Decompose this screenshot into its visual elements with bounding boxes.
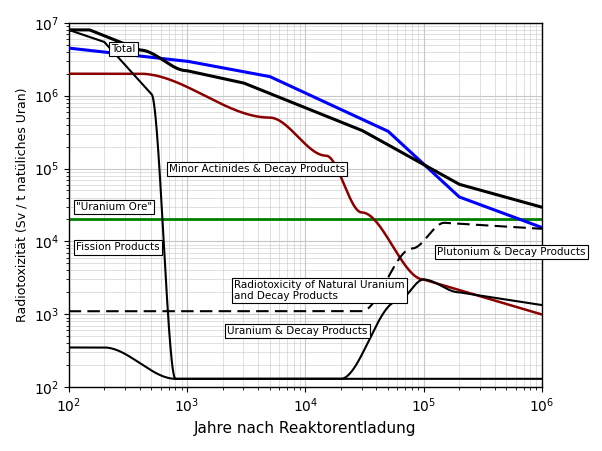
Text: Radiotoxicity of Natural Uranium
and Decay Products: Radiotoxicity of Natural Uranium and Dec… (234, 280, 405, 301)
Text: Plutonium & Decay Products: Plutonium & Decay Products (437, 247, 586, 257)
Text: Total: Total (111, 44, 136, 54)
X-axis label: Jahre nach Reaktorentladung: Jahre nach Reaktorentladung (194, 421, 417, 436)
Y-axis label: Radiotoxizität (Sv / t natüliches Uran): Radiotoxizität (Sv / t natüliches Uran) (15, 87, 28, 322)
Text: "Uranium Ore": "Uranium Ore" (76, 202, 152, 212)
Text: Uranium & Decay Products: Uranium & Decay Products (228, 326, 368, 336)
Text: Minor Actinides & Decay Products: Minor Actinides & Decay Products (169, 164, 345, 174)
Text: Fission Products: Fission Products (76, 243, 160, 253)
